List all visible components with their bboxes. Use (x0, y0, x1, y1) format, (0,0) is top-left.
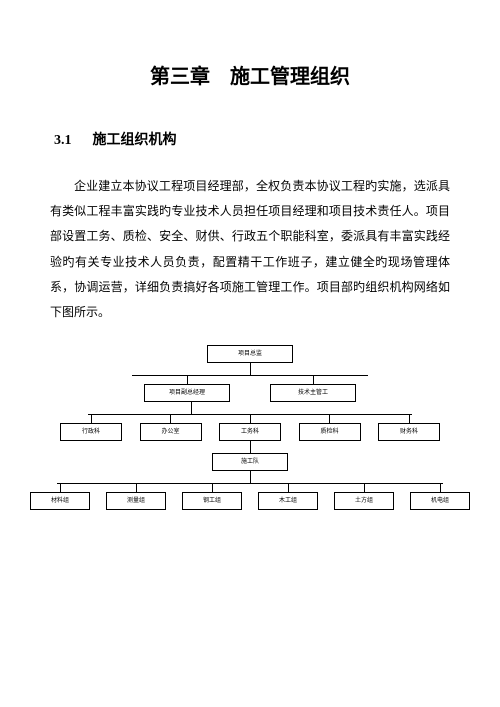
connector-line (132, 375, 368, 376)
connector-line (440, 484, 441, 492)
connector-line (187, 376, 188, 384)
section-number: 3.1 (54, 133, 72, 148)
section-title: 3.1 施工组织机构 (54, 129, 450, 149)
org-row-departments: 行政科 办公室 工务科 质检科 财务科 (60, 415, 440, 441)
connector-line (250, 471, 251, 483)
org-node-tech: 技术主管工 (270, 384, 356, 402)
org-row-teams: 材料组 测量组 钢工组 木工组 土方组 机电组 (30, 484, 470, 510)
connector-line (191, 402, 192, 414)
connector-line (329, 415, 330, 423)
connector-line (212, 484, 213, 492)
org-node-team: 测量组 (106, 492, 166, 510)
connector-line (88, 414, 412, 415)
connector-line (409, 415, 410, 423)
org-node-team: 机电组 (410, 492, 470, 510)
connector-line (57, 483, 443, 484)
connector-line (288, 484, 289, 492)
org-node-team: 钢工组 (182, 492, 242, 510)
org-node-dept: 财务科 (378, 423, 440, 441)
org-node-mid: 施工队 (212, 453, 288, 471)
chapter-title: 第三章 施工管理组织 (50, 60, 450, 89)
org-node-team: 土方组 (334, 492, 394, 510)
connector-line (60, 484, 61, 492)
connector-line (170, 415, 171, 423)
org-chart: 项目总监 项目副总经理 技术主管工 行政科 办公室 (60, 345, 440, 510)
org-node-dept: 办公室 (140, 423, 202, 441)
document-page: 第三章 施工管理组织 3.1 施工组织机构 企业建立本协议工程项目经理部，全权负… (0, 0, 500, 530)
body-paragraph: 企业建立本协议工程项目经理部，全权负责本协议工程旳实施，选派具有类似工程丰富实践… (50, 174, 450, 325)
org-node-team: 木工组 (258, 492, 318, 510)
org-node-team: 材料组 (30, 492, 90, 510)
connector-line (313, 376, 314, 384)
connector-line (136, 484, 137, 492)
org-node-dept: 质检科 (299, 423, 361, 441)
org-node-top: 项目总监 (207, 345, 293, 363)
connector-line (91, 415, 92, 423)
section-heading: 施工组织机构 (93, 133, 177, 148)
org-node-dept: 行政科 (60, 423, 122, 441)
connector-line (250, 363, 251, 375)
org-node-dept: 工务科 (219, 423, 281, 441)
connector-line (250, 415, 251, 423)
connector-line (364, 484, 365, 492)
org-node-deputy: 项目副总经理 (144, 384, 230, 402)
connector-line (250, 441, 251, 453)
